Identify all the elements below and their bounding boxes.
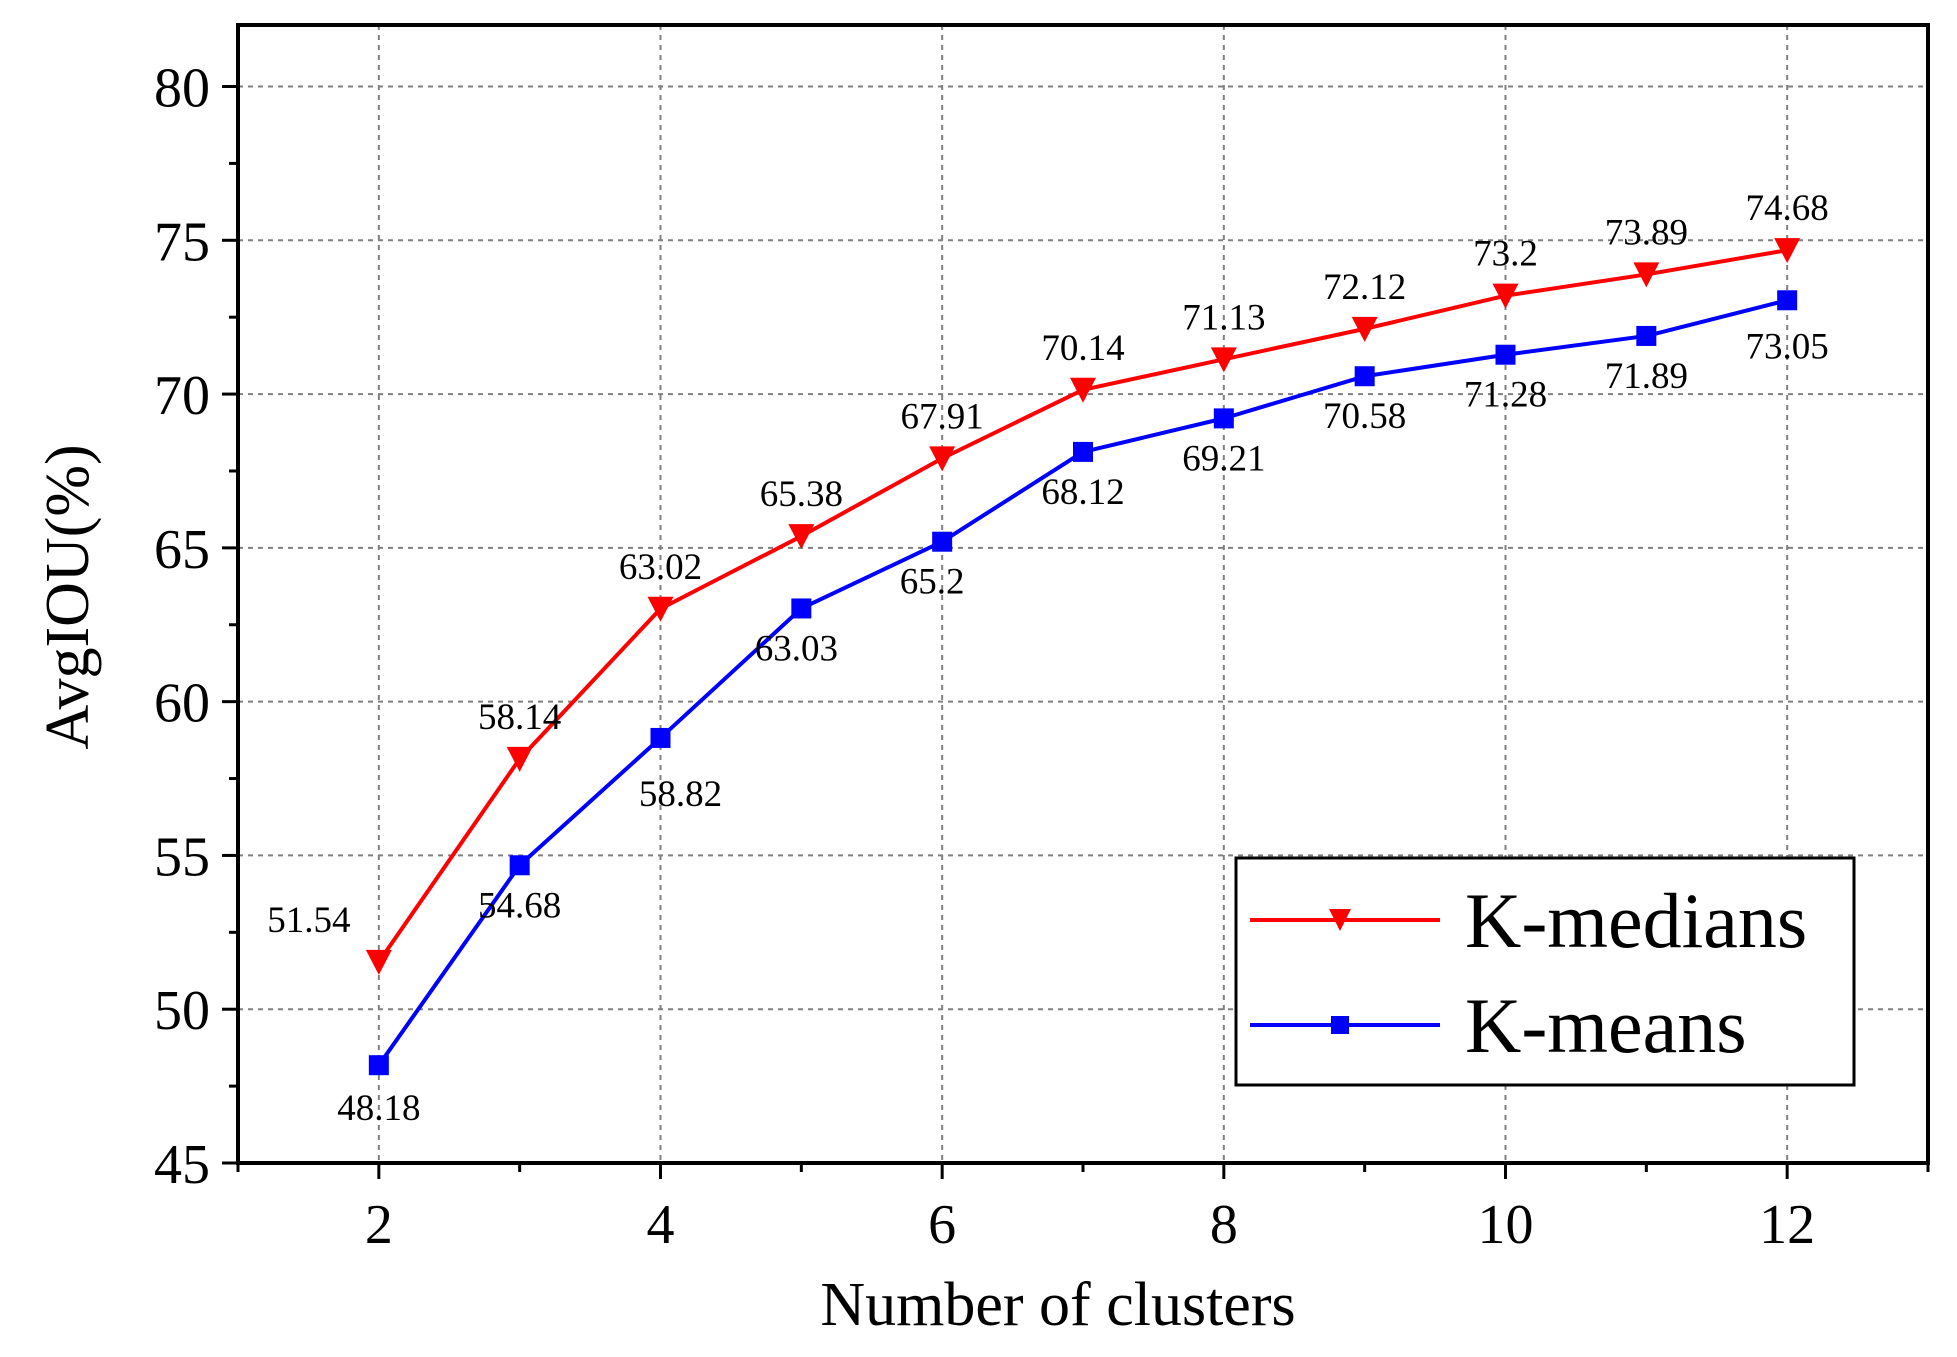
point-k-means bbox=[368, 1055, 389, 1076]
y-tick-label: 70 bbox=[154, 365, 210, 427]
legend: K-medians K-means bbox=[1234, 856, 1856, 1087]
point-k-means bbox=[932, 531, 953, 552]
point-k-medians bbox=[1633, 262, 1660, 288]
data-labels: 51.54 48.18 58.14 54.68 63.02 58.82 65.38 63.03… bbox=[267, 188, 1829, 1129]
x-tick-label: 2 bbox=[365, 1194, 393, 1256]
point-k-means bbox=[650, 727, 671, 748]
data-label-k-medians: 51.54 bbox=[267, 900, 350, 941]
axis-ticks: 2 4 6 8 10 12 45 50 55 60 65 70 75 80 bbox=[154, 58, 1930, 1256]
point-k-means bbox=[1354, 366, 1375, 387]
point-k-means bbox=[509, 855, 530, 876]
data-label-k-medians: 58.14 bbox=[478, 697, 561, 738]
data-label-k-medians: 73.2 bbox=[1473, 234, 1538, 275]
series-group bbox=[365, 238, 1801, 1076]
y-axis-title: AvgIOU(%) bbox=[34, 444, 102, 749]
data-label-k-medians: 70.14 bbox=[1041, 328, 1124, 369]
y-tick-label: 80 bbox=[154, 58, 210, 120]
legend-label-k-means: K-means bbox=[1465, 982, 1747, 1069]
point-k-medians bbox=[929, 446, 956, 472]
data-label-k-means: 54.68 bbox=[478, 885, 561, 926]
point-k-medians bbox=[506, 746, 533, 772]
x-tick-label: 10 bbox=[1478, 1194, 1534, 1256]
data-label-k-means: 68.12 bbox=[1041, 472, 1124, 513]
y-tick-label: 65 bbox=[154, 519, 210, 581]
point-k-medians bbox=[1351, 316, 1378, 342]
point-k-means bbox=[1636, 325, 1657, 346]
x-tick-label: 8 bbox=[1210, 1194, 1238, 1256]
point-k-medians bbox=[1070, 377, 1096, 403]
data-label-k-means: 71.28 bbox=[1464, 375, 1547, 416]
x-tick-label: 6 bbox=[928, 1194, 956, 1256]
data-label-k-medians: 74.68 bbox=[1746, 188, 1829, 229]
y-tick-label: 55 bbox=[154, 826, 210, 888]
y-tick-label: 50 bbox=[154, 980, 210, 1042]
point-k-means bbox=[1073, 441, 1093, 462]
y-tick-label: 60 bbox=[154, 673, 210, 735]
data-label-k-medians: 65.38 bbox=[760, 474, 843, 515]
y-tick-label: 45 bbox=[154, 1134, 210, 1196]
data-label-k-means: 69.21 bbox=[1182, 438, 1265, 479]
data-label-k-means: 73.05 bbox=[1746, 326, 1829, 367]
data-label-k-means: 63.03 bbox=[755, 628, 838, 669]
y-tick-label: 75 bbox=[154, 211, 210, 273]
point-k-medians bbox=[788, 524, 815, 550]
point-k-medians bbox=[1210, 347, 1237, 373]
x-axis-title: Number of clusters bbox=[820, 1271, 1295, 1339]
legend-label-k-medians: K-medians bbox=[1465, 877, 1807, 964]
data-label-k-means: 65.2 bbox=[900, 562, 965, 603]
legend-box bbox=[1234, 856, 1856, 1087]
data-label-k-medians: 72.12 bbox=[1323, 267, 1406, 308]
point-k-medians bbox=[1774, 238, 1801, 264]
data-label-k-medians: 73.89 bbox=[1605, 212, 1688, 253]
point-k-means bbox=[791, 598, 812, 619]
data-label-k-means: 71.89 bbox=[1605, 356, 1688, 397]
data-label-k-means: 58.82 bbox=[639, 774, 722, 815]
x-tick-label: 4 bbox=[647, 1194, 675, 1256]
point-k-means bbox=[1777, 290, 1798, 311]
point-k-means bbox=[1495, 344, 1516, 365]
data-label-k-medians: 67.91 bbox=[901, 396, 984, 437]
point-k-medians bbox=[647, 596, 674, 622]
legend-marker-k-medians bbox=[1329, 909, 1351, 931]
data-label-k-means: 48.18 bbox=[337, 1088, 420, 1129]
data-label-k-medians: 71.13 bbox=[1182, 297, 1265, 338]
legend-marker-k-means bbox=[1331, 1016, 1349, 1034]
point-k-medians bbox=[1492, 283, 1519, 309]
x-tick-label: 12 bbox=[1759, 1194, 1815, 1256]
point-k-means bbox=[1213, 408, 1234, 429]
point-k-medians bbox=[365, 949, 392, 975]
data-label-k-means: 70.58 bbox=[1323, 396, 1406, 437]
data-label-k-medians: 63.02 bbox=[619, 547, 702, 588]
